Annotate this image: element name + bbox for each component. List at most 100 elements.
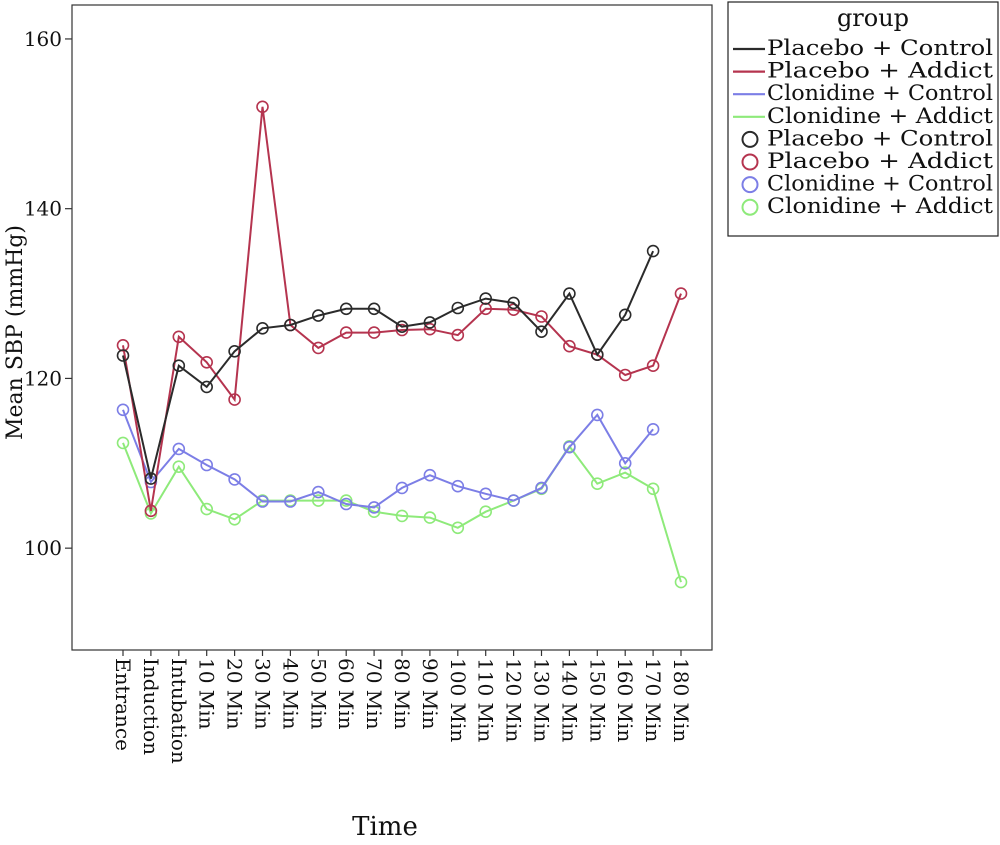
series-0 xyxy=(116,244,660,485)
data-point xyxy=(172,442,186,456)
data-point xyxy=(563,440,576,454)
data-point xyxy=(535,481,548,495)
data-point xyxy=(144,504,158,518)
data-point xyxy=(618,456,632,470)
series-3 xyxy=(116,436,688,589)
data-point xyxy=(284,495,297,508)
x-tick-label: 30 Min xyxy=(251,658,275,730)
data-point xyxy=(256,495,269,508)
data-point xyxy=(451,328,465,342)
series-line xyxy=(122,442,682,583)
data-point xyxy=(423,511,437,524)
data-point xyxy=(395,323,409,337)
data-point xyxy=(200,502,213,516)
series-line xyxy=(122,106,682,511)
x-tick-label: 140 Min xyxy=(557,658,581,742)
data-point xyxy=(339,302,353,316)
data-point xyxy=(172,460,186,474)
data-point xyxy=(311,341,325,355)
data-point xyxy=(172,359,186,373)
data-point xyxy=(646,359,660,373)
x-axis-title: Time xyxy=(352,812,418,842)
legend-marker-swatch xyxy=(741,176,759,194)
data-point xyxy=(618,368,632,382)
legend-marker-swatch xyxy=(741,153,759,171)
data-point xyxy=(535,310,548,323)
series-1 xyxy=(116,100,688,518)
data-point xyxy=(423,322,437,336)
y-tick-label: 120 xyxy=(24,366,62,390)
x-tick-label: 20 Min xyxy=(223,658,247,730)
legend-entry-label: Placebo + Control xyxy=(767,126,993,150)
data-point xyxy=(563,287,576,300)
data-point xyxy=(367,326,381,339)
x-tick-label: 10 Min xyxy=(195,658,219,730)
data-point xyxy=(423,316,437,329)
plot-frame xyxy=(71,4,713,651)
legend-entry-label: Clonidine + Addict xyxy=(767,194,994,218)
data-point xyxy=(646,482,660,496)
data-point xyxy=(479,292,493,305)
x-tick-label: 40 Min xyxy=(278,658,302,730)
x-tick-label: 60 Min xyxy=(334,658,358,730)
data-point xyxy=(339,326,353,339)
x-tick-label: Intubation xyxy=(167,658,191,764)
data-point xyxy=(674,575,688,589)
x-tick-label: 70 Min xyxy=(362,658,386,730)
data-point xyxy=(507,494,520,507)
x-tick-label: 100 Min xyxy=(446,658,470,742)
x-tick-label: 90 Min xyxy=(418,658,442,730)
y-tick-label: 140 xyxy=(24,197,62,221)
x-tick-label: 50 Min xyxy=(306,658,330,730)
data-point xyxy=(339,497,353,511)
data-point xyxy=(646,422,660,436)
legend-entry-label: Placebo + Control xyxy=(767,36,993,60)
data-point xyxy=(144,472,158,485)
data-point xyxy=(479,302,493,316)
x-tick-label: 160 Min xyxy=(613,658,637,742)
data-point xyxy=(200,380,213,394)
data-point xyxy=(590,348,604,362)
series-layer xyxy=(116,100,688,589)
data-point xyxy=(674,287,688,300)
data-point xyxy=(116,436,130,450)
data-point xyxy=(395,509,409,523)
data-point xyxy=(367,302,381,316)
legend-entry-label: Placebo + Addict xyxy=(767,149,994,173)
data-point xyxy=(284,318,297,332)
data-point xyxy=(423,468,437,482)
data-point xyxy=(311,494,325,507)
data-point xyxy=(395,481,409,495)
legend-title: group xyxy=(837,4,909,32)
legend-marker-swatch xyxy=(741,198,759,216)
series-2 xyxy=(116,403,660,514)
series-line xyxy=(122,409,654,509)
data-point xyxy=(311,309,325,322)
data-point xyxy=(228,344,241,358)
data-point xyxy=(479,505,493,519)
series-line xyxy=(122,250,655,479)
x-tick-label: 180 Min xyxy=(669,658,693,742)
legend-marker-swatch xyxy=(741,130,759,148)
data-point xyxy=(367,501,381,514)
x-tick-label: 80 Min xyxy=(390,658,414,730)
data-point xyxy=(618,308,632,322)
x-tick-label: 120 Min xyxy=(502,658,526,742)
data-point xyxy=(618,466,632,479)
x-tick-label: 150 Min xyxy=(585,658,609,742)
data-point xyxy=(535,325,548,339)
x-tick-label: Induction xyxy=(139,658,163,755)
data-point xyxy=(200,458,213,472)
data-point xyxy=(395,320,409,334)
legend-box xyxy=(727,1,999,237)
x-tick-label: 110 Min xyxy=(474,658,498,742)
data-point xyxy=(172,330,186,344)
y-axis-title: Mean SBP (mmHg) xyxy=(3,225,28,440)
data-point xyxy=(563,339,576,353)
data-point xyxy=(228,393,241,406)
data-point xyxy=(311,485,325,499)
legend-entry-label: Clonidine + Control xyxy=(767,81,993,105)
